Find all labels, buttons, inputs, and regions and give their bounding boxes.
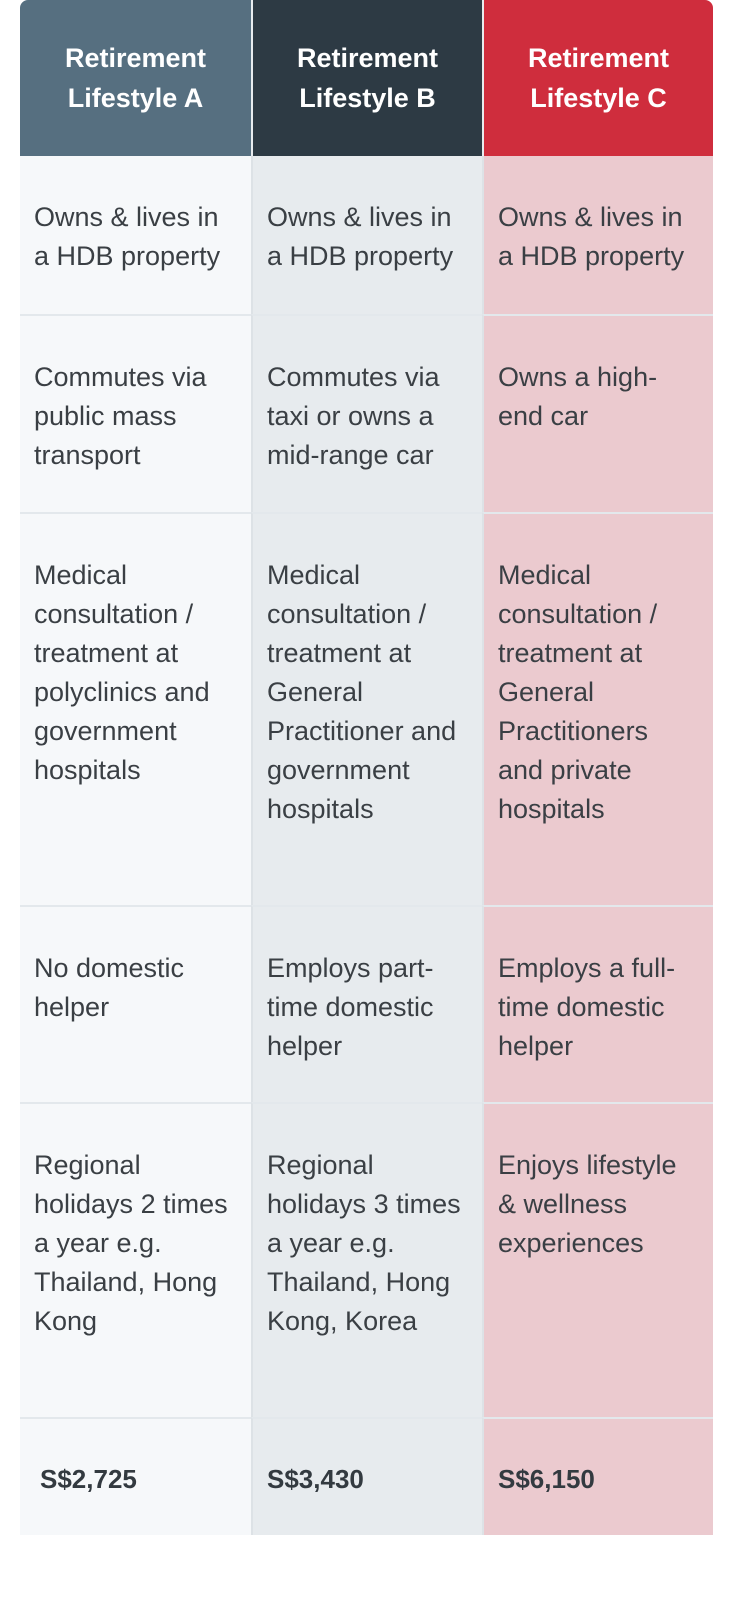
lifestyle-comparison-table: Retirement Lifestyle A Retirement Lifest… bbox=[20, 0, 713, 1535]
helper-cell-c: Employs a full-time domestic helper bbox=[482, 905, 713, 1102]
helper-cell-a: No domestic helper bbox=[20, 905, 251, 1102]
medical-cell-c: Medical consultation / treatment at Gene… bbox=[482, 512, 713, 905]
helper-cell-b: Employs part-time domestic helper bbox=[251, 905, 482, 1102]
housing-cell-b: Owns & lives in a HDB property bbox=[251, 156, 482, 314]
transport-cell-a: Commutes via public mass transport bbox=[20, 314, 251, 512]
medical-cell-a: Medical consultation / treatment at poly… bbox=[20, 512, 251, 905]
holiday-cell-a: Regional holidays 2 times a year e.g. Th… bbox=[20, 1102, 251, 1417]
price-cell-a: S$2,725 bbox=[20, 1417, 251, 1535]
holiday-cell-b: Regional holidays 3 times a year e.g. Th… bbox=[251, 1102, 482, 1417]
housing-cell-a: Owns & lives in a HDB property bbox=[20, 156, 251, 314]
holiday-cell-c: Enjoys lifestyle & wellness experiences bbox=[482, 1102, 713, 1417]
header-lifestyle-b: Retirement Lifestyle B bbox=[251, 0, 482, 156]
transport-cell-c: Owns a high-end car bbox=[482, 314, 713, 512]
transport-cell-b: Commutes via taxi or owns a mid-range ca… bbox=[251, 314, 482, 512]
housing-cell-c: Owns & lives in a HDB property bbox=[482, 156, 713, 314]
price-cell-c: S$6,150 bbox=[482, 1417, 713, 1535]
header-lifestyle-a: Retirement Lifestyle A bbox=[20, 0, 251, 156]
medical-cell-b: Medical consultation / treatment at Gene… bbox=[251, 512, 482, 905]
price-cell-b: S$3,430 bbox=[251, 1417, 482, 1535]
header-lifestyle-c: Retirement Lifestyle C bbox=[482, 0, 713, 156]
